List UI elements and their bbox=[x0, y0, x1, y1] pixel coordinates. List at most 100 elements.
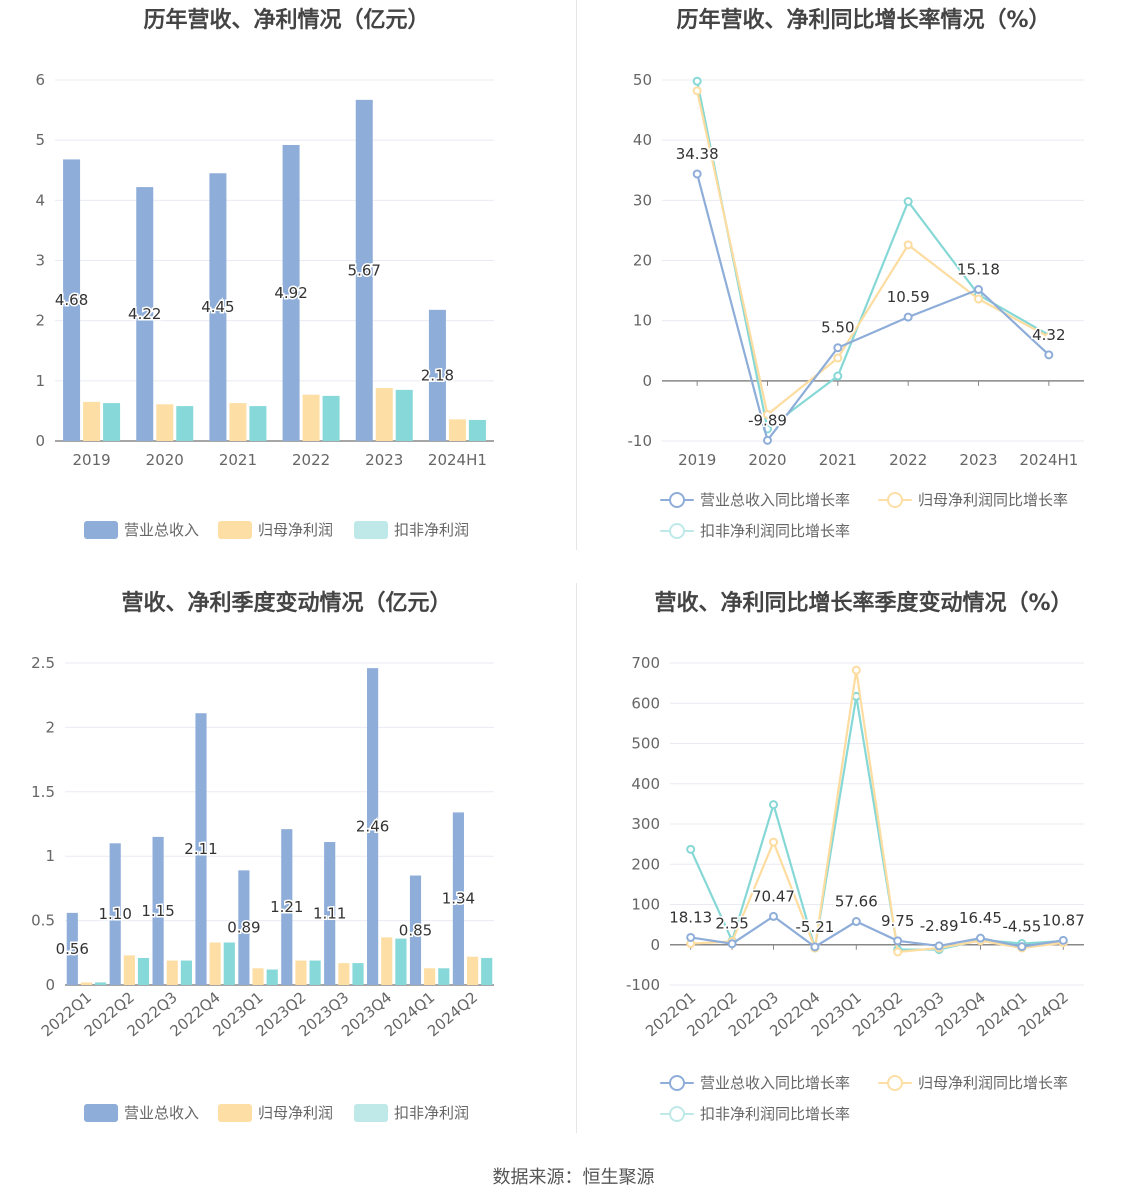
y-tick-label: 1 bbox=[35, 372, 45, 390]
y-tick-label: 300 bbox=[631, 815, 660, 833]
legend-item-netprofit-growth[interactable]: 归母净利润同比增长率 bbox=[878, 1072, 1068, 1093]
legend-item-deducted-growth[interactable]: 扣非净利润同比增长率 bbox=[660, 520, 850, 541]
bar-deducted bbox=[352, 963, 364, 985]
legend-item-deducted[interactable]: 扣非净利润 bbox=[354, 519, 469, 540]
bar-deducted bbox=[180, 960, 192, 985]
bar-deducted bbox=[395, 389, 413, 441]
y-tick-label: 200 bbox=[631, 855, 660, 873]
point-deducted-growth bbox=[769, 800, 778, 810]
bar-revenue bbox=[238, 870, 250, 985]
bar-netprofit bbox=[209, 942, 221, 985]
bar-deducted bbox=[309, 960, 321, 985]
data-label: 2.18 bbox=[421, 366, 454, 384]
y-tick-label: 30 bbox=[633, 191, 652, 209]
line-revenue-growth bbox=[696, 173, 1050, 443]
bar-revenue bbox=[367, 668, 379, 985]
data-label: 1.10 bbox=[98, 905, 131, 923]
legend-item-deducted-growth[interactable]: 扣非净利润同比增长率 bbox=[660, 1103, 850, 1124]
y-tick-label: 100 bbox=[631, 896, 660, 914]
bar-netprofit bbox=[381, 937, 393, 985]
y-tick-label: 50 bbox=[633, 71, 652, 89]
legend-item-revenue-growth[interactable]: 营业总收入同比增长率 bbox=[660, 489, 850, 510]
bar-netprofit bbox=[424, 968, 436, 985]
y-tick-label: 0.5 bbox=[31, 912, 55, 930]
netprofit-growth-swatch bbox=[878, 491, 912, 509]
x-tick-label: 2021 bbox=[219, 451, 257, 469]
bar-netprofit bbox=[156, 404, 174, 441]
y-tick-label: 2.5 bbox=[31, 654, 55, 672]
bar-deducted bbox=[137, 957, 150, 985]
data-label: 4.92 bbox=[274, 284, 307, 302]
line-deducted-growth bbox=[689, 696, 1064, 951]
bar-netprofit bbox=[295, 960, 307, 985]
data-label: 9.75 bbox=[881, 912, 914, 930]
y-tick-label: 3 bbox=[35, 252, 45, 270]
data-label: 1.21 bbox=[270, 898, 303, 916]
point-revenue-growth bbox=[934, 941, 944, 951]
point-revenue-growth bbox=[974, 285, 983, 295]
chart-title: 历年营收、净利情况（亿元） bbox=[143, 8, 430, 33]
y-tick-label: 0 bbox=[642, 372, 652, 390]
legend-label: 扣非净利润同比增长率 bbox=[700, 522, 851, 540]
legend-item-revenue[interactable]: 营业总收入 bbox=[84, 519, 199, 540]
legend-item-netprofit[interactable]: 归母净利润 bbox=[218, 519, 333, 540]
y-tick-label: 2 bbox=[45, 718, 55, 736]
data-label: 2.46 bbox=[356, 818, 389, 836]
legend-label: 归母净利润 bbox=[258, 521, 334, 539]
chart-title: 营收、净利同比增长率季度变动情况（%） bbox=[654, 591, 1073, 616]
annual-growth-line-chart: -10 0 10 20 30 40 50 2019 2020 2021 2022 2023 2024H1… bbox=[628, 71, 1084, 469]
legend-item-revenue-growth[interactable]: 营业总收入同比增长率 bbox=[660, 1072, 850, 1093]
data-label: 2.11 bbox=[184, 840, 217, 858]
x-tick-label: 2022 bbox=[292, 451, 330, 469]
bar-revenue bbox=[452, 812, 464, 985]
data-label: 10.87 bbox=[1042, 911, 1085, 929]
point-netprofit-growth bbox=[763, 410, 772, 420]
legend-item-netprofit[interactable]: 归母净利润 bbox=[218, 1102, 333, 1123]
point-revenue-growth bbox=[976, 933, 985, 943]
bar-netprofit bbox=[466, 956, 479, 985]
bar-deducted bbox=[95, 982, 107, 985]
data-label: 34.38 bbox=[676, 145, 719, 163]
bar-netprofit bbox=[83, 401, 101, 441]
bar-deducted bbox=[103, 403, 121, 441]
bar-netprofit bbox=[375, 388, 393, 441]
data-label: 0.56 bbox=[56, 940, 89, 958]
legend-item-revenue[interactable]: 营业总收入 bbox=[84, 1102, 199, 1123]
bar-netprofit bbox=[302, 394, 320, 441]
bar-revenue bbox=[324, 842, 336, 985]
point-revenue-growth bbox=[903, 312, 913, 322]
bar-revenue bbox=[409, 875, 422, 985]
point-netprofit-growth bbox=[851, 665, 861, 675]
legend-label: 归母净利润同比增长率 bbox=[918, 1074, 1069, 1092]
line-netprofit-growth bbox=[690, 670, 1064, 954]
data-label: 0.85 bbox=[399, 921, 432, 939]
bar-revenue bbox=[136, 187, 154, 441]
y-tick-label: 0 bbox=[35, 432, 45, 450]
bar-netprofit bbox=[252, 968, 264, 985]
data-label: -2.89 bbox=[920, 917, 959, 935]
y-tick-label: 1.5 bbox=[31, 783, 55, 801]
data-label: 18.13 bbox=[669, 908, 712, 926]
data-label: 70.47 bbox=[752, 887, 795, 905]
legend-item-deducted[interactable]: 扣非净利润 bbox=[354, 1102, 469, 1123]
data-label: 2.55 bbox=[715, 915, 748, 933]
legend-label: 归母净利润 bbox=[258, 1104, 334, 1122]
quarterly-growth-line-chart: -10001002003004005006007002022Q12022Q220… bbox=[626, 654, 1086, 1040]
data-label: 5.67 bbox=[348, 261, 381, 279]
point-revenue-growth bbox=[810, 942, 820, 952]
netprofit-swatch bbox=[218, 1103, 252, 1122]
point-revenue-growth bbox=[727, 939, 737, 949]
bar-revenue bbox=[428, 309, 446, 441]
y-tick-label: 40 bbox=[633, 131, 652, 149]
data-label: 57.66 bbox=[835, 893, 878, 911]
y-tick-label: 700 bbox=[631, 654, 660, 672]
y-tick-label: 0 bbox=[650, 936, 660, 954]
quarterly-growth-panel: 营收、净利同比增长率季度变动情况（%） -100 0 100 200 300 400 500… bbox=[577, 583, 1147, 1158]
legend-item-netprofit-growth[interactable]: 归母净利润同比增长率 bbox=[878, 489, 1068, 510]
point-netprofit-growth bbox=[1044, 332, 1054, 342]
bar-revenue bbox=[282, 144, 300, 442]
data-label: 4.22 bbox=[128, 305, 161, 323]
data-label: 1.34 bbox=[442, 890, 475, 908]
point-revenue-growth bbox=[1058, 935, 1068, 945]
point-revenue-growth bbox=[1017, 942, 1027, 952]
